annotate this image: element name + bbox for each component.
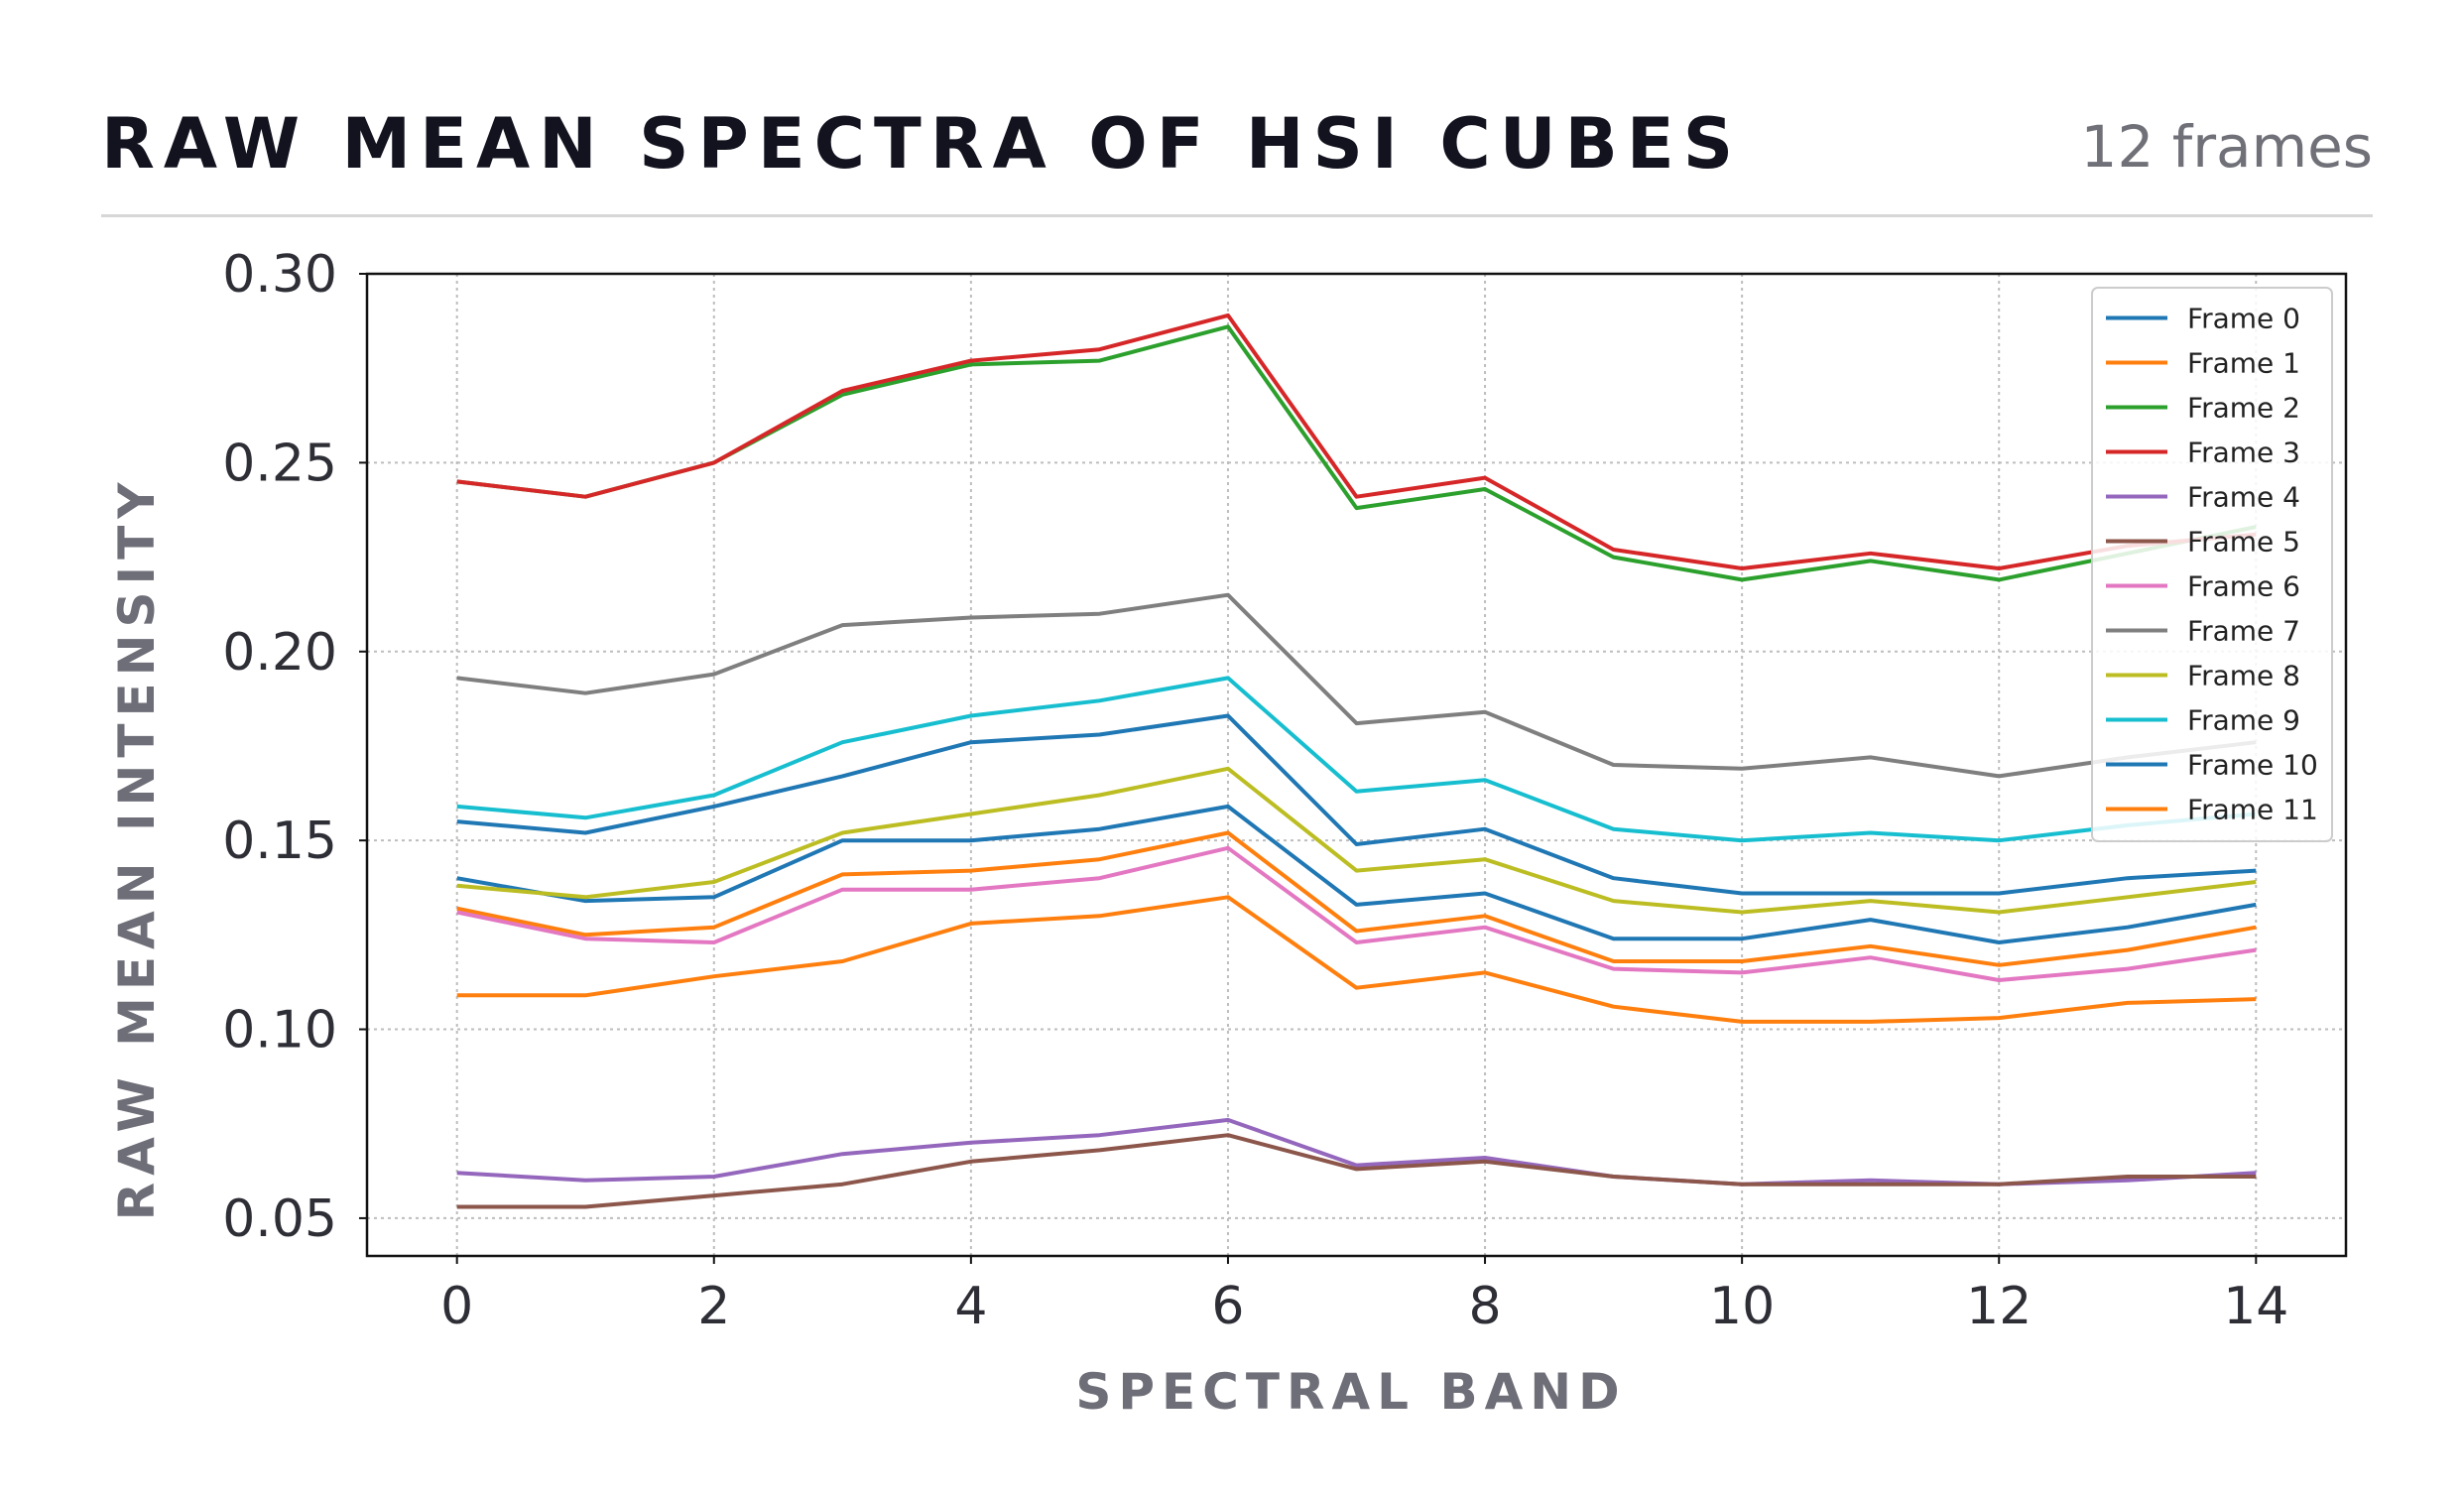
legend-label: Frame 0 [2187,303,2300,335]
series-line-frame-11 [456,895,2257,1024]
x-tick-label: 8 [1468,1277,1501,1336]
grid-lines [367,273,2346,1256]
legend-label: Frame 3 [2187,437,2300,469]
x-axis-label: SPECTRAL BAND [1075,1363,1626,1421]
y-axis-ticks: 0.05 0.10 0.15 0.20 0.25 0.30 [222,245,367,1249]
legend-label: Frame 2 [2187,392,2300,425]
series-lines [456,312,2257,1209]
legend-label: Frame 10 [2187,749,2318,782]
legend-label: Frame 1 [2187,347,2300,380]
legend-label: Frame 5 [2187,526,2300,559]
series-line-frame-3 [456,312,2257,570]
series-line-frame-8 [456,766,2257,915]
chart-title: RAW MEAN SPECTRA OF HSI CUBES [101,103,1743,185]
series-line-frame-10 [456,713,2257,896]
x-tick-label: 2 [697,1277,730,1336]
y-axis-label: RAW MEAN INTENSITY [108,476,166,1221]
legend-label: Frame 7 [2187,615,2300,648]
x-tick-label: 6 [1211,1277,1244,1336]
series-line-frame-9 [456,676,2257,843]
plot-frame [365,272,2348,1258]
legend-box [2091,287,2333,842]
series-line-frame-6 [456,845,2257,982]
x-tick-label: 10 [1709,1277,1775,1336]
y-tick-label: 0.30 [222,245,337,305]
legend: Frame 0 Frame 1 Frame 2 Frame 3 Frame 4 Frame… [2091,287,2333,842]
legend-label: Frame 8 [2187,660,2300,692]
legend-label: Frame 4 [2187,481,2300,514]
y-tick-label: 0.05 [222,1189,337,1249]
x-tick-label: 14 [2223,1277,2288,1336]
series-line-frame-7 [456,592,2257,779]
x-tick-label: 4 [954,1277,987,1336]
x-tick-label: 0 [440,1277,473,1336]
series-line-frame-1 [456,830,2257,967]
y-tick-label: 0.25 [222,434,337,493]
x-tick-label: 12 [1966,1277,2032,1336]
frame-count-label: 12 frames [2080,113,2373,181]
legend-label: Frame 6 [2187,570,2300,603]
chart-header: RAW MEAN SPECTRA OF HSI CUBES 12 frames [101,99,2373,188]
series-line-frame-2 [456,324,2257,582]
series-line-frame-5 [456,1133,2257,1209]
legend-label: Frame 9 [2187,704,2300,737]
y-tick-label: 0.10 [222,1001,337,1061]
legend-label: Frame 11 [2187,794,2318,826]
y-tick-label: 0.15 [222,812,337,871]
x-axis-ticks: 0 2 4 6 8 10 12 14 [440,1256,2288,1336]
y-tick-label: 0.20 [222,623,337,683]
series-line-frame-0 [456,804,2257,944]
series-line-frame-4 [456,1117,2257,1187]
header-divider [101,214,2373,217]
